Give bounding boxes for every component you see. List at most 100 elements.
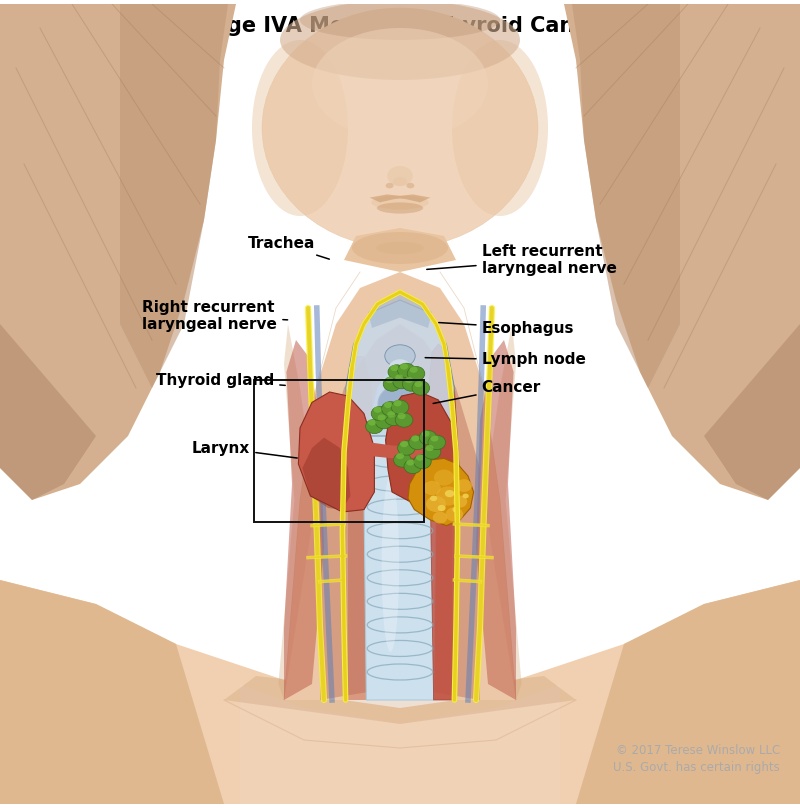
Polygon shape <box>0 4 96 500</box>
Ellipse shape <box>371 196 429 209</box>
Text: Thyroid gland: Thyroid gland <box>156 372 286 388</box>
Ellipse shape <box>412 381 430 395</box>
Ellipse shape <box>366 419 383 434</box>
Ellipse shape <box>398 364 415 377</box>
Polygon shape <box>278 324 316 700</box>
Ellipse shape <box>376 242 424 255</box>
Text: Right recurrent
laryngeal nerve: Right recurrent laryngeal nerve <box>142 300 288 332</box>
Ellipse shape <box>382 402 399 416</box>
Ellipse shape <box>438 505 446 511</box>
Ellipse shape <box>426 444 434 451</box>
Ellipse shape <box>462 494 469 499</box>
Ellipse shape <box>368 419 376 426</box>
Ellipse shape <box>411 436 419 442</box>
Ellipse shape <box>396 452 404 459</box>
Polygon shape <box>364 364 436 700</box>
Ellipse shape <box>400 364 408 369</box>
Polygon shape <box>298 392 374 512</box>
Ellipse shape <box>390 364 398 371</box>
Ellipse shape <box>422 431 430 437</box>
Ellipse shape <box>456 479 472 492</box>
Text: Cancer: Cancer <box>433 381 541 403</box>
Ellipse shape <box>428 436 446 449</box>
Ellipse shape <box>406 183 414 188</box>
Ellipse shape <box>393 374 410 389</box>
Ellipse shape <box>434 469 454 486</box>
Polygon shape <box>348 356 372 700</box>
Ellipse shape <box>371 406 389 421</box>
Ellipse shape <box>406 459 414 465</box>
Text: Trachea: Trachea <box>248 237 330 259</box>
Text: Esophagus: Esophagus <box>438 321 574 335</box>
Ellipse shape <box>409 436 426 449</box>
Ellipse shape <box>445 490 454 497</box>
Polygon shape <box>368 292 432 328</box>
Ellipse shape <box>433 511 447 524</box>
Polygon shape <box>284 340 324 700</box>
Ellipse shape <box>423 444 441 459</box>
Ellipse shape <box>378 415 386 421</box>
Polygon shape <box>386 392 458 504</box>
Ellipse shape <box>394 400 402 406</box>
Text: © 2017 Terese Winslow LLC
U.S. Govt. has certain rights: © 2017 Terese Winslow LLC U.S. Govt. has… <box>614 743 780 773</box>
Ellipse shape <box>426 496 446 512</box>
Polygon shape <box>284 272 516 700</box>
Ellipse shape <box>377 202 423 213</box>
Ellipse shape <box>414 381 422 387</box>
Polygon shape <box>344 228 456 272</box>
Ellipse shape <box>419 431 437 444</box>
Ellipse shape <box>402 377 420 391</box>
Ellipse shape <box>446 507 463 522</box>
Ellipse shape <box>400 441 408 447</box>
Polygon shape <box>346 300 454 436</box>
Ellipse shape <box>389 360 411 377</box>
Ellipse shape <box>300 0 500 40</box>
Ellipse shape <box>386 377 394 383</box>
Ellipse shape <box>395 374 403 381</box>
Polygon shape <box>704 4 800 500</box>
Ellipse shape <box>383 377 401 391</box>
Ellipse shape <box>375 415 393 429</box>
Ellipse shape <box>436 486 460 506</box>
Ellipse shape <box>414 454 431 469</box>
Ellipse shape <box>280 0 520 80</box>
Ellipse shape <box>423 481 441 495</box>
Polygon shape <box>0 4 800 804</box>
Polygon shape <box>484 324 522 700</box>
Polygon shape <box>429 344 459 700</box>
Ellipse shape <box>394 452 411 467</box>
Ellipse shape <box>398 441 415 455</box>
Ellipse shape <box>387 166 413 186</box>
Ellipse shape <box>453 495 467 507</box>
Ellipse shape <box>404 459 422 473</box>
Ellipse shape <box>405 377 413 383</box>
Polygon shape <box>572 4 680 388</box>
Ellipse shape <box>252 40 348 216</box>
Ellipse shape <box>410 366 418 372</box>
Text: Larynx: Larynx <box>192 440 298 458</box>
Ellipse shape <box>407 366 425 381</box>
Polygon shape <box>302 438 350 510</box>
Polygon shape <box>370 195 430 202</box>
Ellipse shape <box>430 495 438 501</box>
Ellipse shape <box>393 177 407 187</box>
Ellipse shape <box>398 413 406 419</box>
Ellipse shape <box>262 8 538 248</box>
Polygon shape <box>120 4 228 388</box>
Polygon shape <box>240 684 560 804</box>
Ellipse shape <box>352 232 448 264</box>
Ellipse shape <box>430 436 438 442</box>
Polygon shape <box>0 580 800 804</box>
Polygon shape <box>564 4 800 500</box>
Ellipse shape <box>312 28 488 140</box>
Bar <box>254 380 424 523</box>
Ellipse shape <box>387 411 395 418</box>
Ellipse shape <box>374 406 382 413</box>
Ellipse shape <box>378 385 422 423</box>
Polygon shape <box>370 443 430 458</box>
Ellipse shape <box>416 454 424 461</box>
Ellipse shape <box>386 183 394 188</box>
Ellipse shape <box>388 364 406 379</box>
Ellipse shape <box>391 400 409 415</box>
Ellipse shape <box>452 507 459 512</box>
